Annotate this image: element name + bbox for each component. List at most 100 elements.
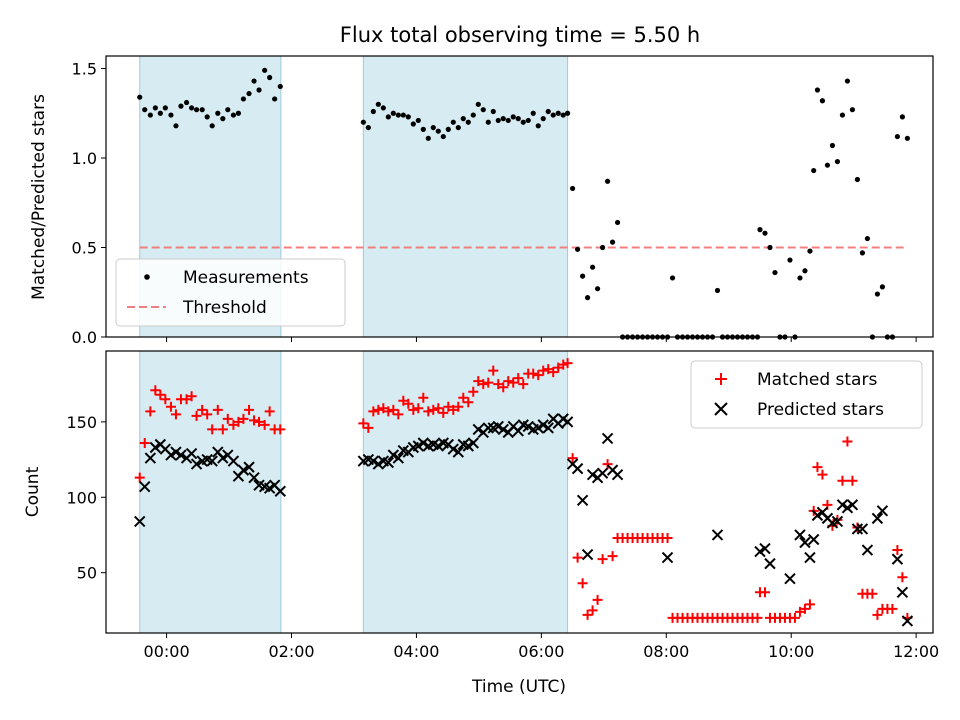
matched-stars-point xyxy=(577,578,588,589)
measurements-point xyxy=(545,108,551,115)
matched-stars-point xyxy=(503,376,514,387)
predicted-stars-point xyxy=(139,481,151,493)
predicted-stars-point xyxy=(571,462,584,475)
top-legend-box xyxy=(115,258,346,327)
matched-stars-point xyxy=(867,588,878,599)
predicted-stars-point xyxy=(807,533,820,546)
y-tick-label: 1.0 xyxy=(72,149,97,168)
matched-stars-point xyxy=(275,424,286,435)
measurements-point xyxy=(420,126,426,132)
measurements-point xyxy=(147,112,153,118)
measurements-point xyxy=(235,110,242,116)
measurements-point xyxy=(385,114,391,120)
y-tick-label: 1.5 xyxy=(72,60,97,79)
matched-stars-point xyxy=(383,406,394,417)
measurements-point xyxy=(209,123,215,129)
legend-matched-marker xyxy=(715,373,727,385)
measurements-point xyxy=(530,110,536,116)
matched-stars-point xyxy=(438,407,449,418)
measurements-point xyxy=(540,116,546,122)
measurements-point xyxy=(460,116,466,122)
predicted-stars-point xyxy=(711,529,724,541)
measurements-point xyxy=(480,107,486,113)
measurements-point xyxy=(714,287,721,294)
bottom-x-ticks: 00:00 02:00 04:00 06:00 08:00 10:00 12:00 xyxy=(144,633,939,661)
measurements-point xyxy=(415,117,421,124)
x-tick-label: 08:00 xyxy=(643,642,689,661)
measurements-point xyxy=(204,114,210,120)
measurements-point xyxy=(814,87,821,93)
matched-stars-point xyxy=(587,605,598,616)
predicted-stars-point xyxy=(237,464,250,476)
measurements-point xyxy=(183,99,190,106)
measurements-point xyxy=(262,67,268,73)
x-tick-label: 02:00 xyxy=(268,642,314,661)
measurements-point xyxy=(599,244,606,251)
measurements-point xyxy=(797,275,803,281)
x-axis-label: Time (UTC) xyxy=(471,677,566,697)
predicted-stars-point xyxy=(831,515,844,528)
measurements-point xyxy=(267,74,273,81)
measurements-point xyxy=(360,119,366,125)
matched-stars-point xyxy=(478,379,489,390)
bottom-y-axis-label: Count xyxy=(23,466,43,517)
measurements-point xyxy=(834,158,841,165)
matched-stars-point xyxy=(897,572,908,583)
measurements-point xyxy=(400,112,406,118)
measurements-point xyxy=(365,124,371,131)
measurements-point xyxy=(520,119,526,125)
bottom-y-ticks: 50 100 150 xyxy=(66,413,106,583)
measurements-point xyxy=(594,286,601,292)
predicted-stars-point xyxy=(846,499,859,511)
matched-stars-point xyxy=(887,603,898,614)
matched-stars-point xyxy=(513,373,524,384)
predicted-stars-point xyxy=(601,432,614,445)
measurements-point xyxy=(839,112,846,118)
matched-stars-point xyxy=(592,594,603,605)
measurements-point xyxy=(256,87,262,93)
measurements-point xyxy=(272,96,278,102)
measurements-point xyxy=(819,98,826,104)
measurements-point xyxy=(410,121,416,127)
measurements-point xyxy=(604,178,611,184)
matched-stars-point xyxy=(134,472,145,483)
measurements-point xyxy=(859,250,866,256)
observing-intervals xyxy=(139,350,569,634)
measurements-point xyxy=(199,107,205,113)
x-tick-label: 10:00 xyxy=(768,642,814,661)
predicted-stars-point xyxy=(856,523,869,535)
predicted-stars-point xyxy=(134,515,146,528)
measurements-point xyxy=(168,112,174,118)
measurements-point xyxy=(178,103,184,109)
predicted-stars-point xyxy=(175,449,187,461)
legend-predicted-marker xyxy=(714,402,728,416)
predicted-stars-point xyxy=(248,471,260,484)
measurements-point xyxy=(430,124,436,131)
measurements-point xyxy=(864,235,871,242)
measurements-point xyxy=(225,107,231,113)
measurements-point xyxy=(874,291,881,297)
measurements-point xyxy=(564,110,571,116)
predicted-stars-point xyxy=(185,447,198,460)
measurements-point xyxy=(500,116,506,122)
measurements-point xyxy=(142,107,148,113)
legend-measurements-marker xyxy=(144,274,150,280)
count-points xyxy=(134,358,914,627)
chart-title: Flux total observing time = 5.50 h xyxy=(340,23,700,47)
measurements-point xyxy=(879,284,886,290)
measurements-point xyxy=(157,110,163,116)
matched-stars-point xyxy=(789,612,800,623)
matched-stars-point xyxy=(567,453,578,464)
measurements-point xyxy=(137,94,143,100)
matched-stars-point xyxy=(463,397,474,408)
x-tick-label: 04:00 xyxy=(393,642,439,661)
matched-stars-point xyxy=(238,413,249,424)
bottom-axes-frame xyxy=(105,350,934,634)
predicted-stars-point xyxy=(243,461,255,473)
matched-stars-point xyxy=(508,377,519,388)
measurements-point xyxy=(240,96,247,102)
y-tick-label: 0.5 xyxy=(72,239,97,258)
measurements-point xyxy=(395,112,401,118)
matched-stars-point xyxy=(217,424,228,435)
